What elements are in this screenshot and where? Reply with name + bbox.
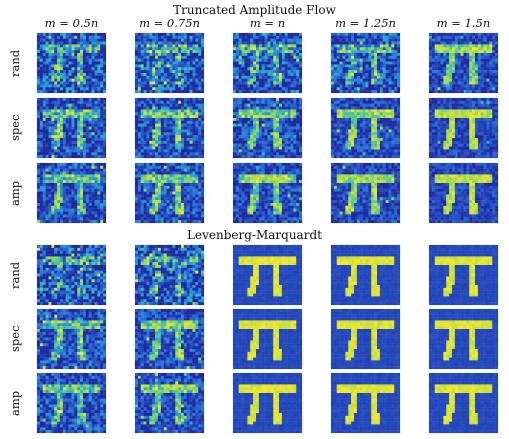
column-label: m = 0.5n: [44, 16, 99, 30]
reconstruction-heatmap: [135, 33, 204, 93]
reconstruction-image: [36, 372, 107, 434]
row-label: amp: [8, 390, 22, 416]
reconstruction-heatmap: [135, 245, 204, 305]
row-label: rand: [8, 261, 22, 289]
reconstruction-image: [330, 97, 401, 159]
reconstruction-heatmap: [429, 245, 498, 305]
reconstruction-heatmap: [429, 33, 498, 93]
reconstruction-heatmap: [37, 373, 106, 433]
column-label: m = 0.75n: [139, 16, 200, 30]
reconstruction-image: [36, 162, 107, 224]
column-label: m = n: [249, 16, 286, 30]
reconstruction-image: [134, 308, 205, 370]
row-label: spec: [8, 325, 22, 353]
reconstruction-heatmap: [37, 309, 106, 369]
reconstruction-heatmap: [233, 163, 302, 223]
reconstruction-image: [36, 97, 107, 159]
reconstruction-image: [330, 32, 401, 94]
reconstruction-image: [232, 32, 303, 94]
reconstruction-image: [232, 372, 303, 434]
reconstruction-heatmap: [331, 163, 400, 223]
reconstruction-heatmap: [233, 309, 302, 369]
reconstruction-image: [330, 372, 401, 434]
reconstruction-heatmap: [135, 98, 204, 158]
reconstruction-heatmap: [429, 98, 498, 158]
section-title: Levenberg-Marquardt: [187, 228, 322, 242]
reconstruction-image: [232, 244, 303, 306]
reconstruction-image: [134, 32, 205, 94]
reconstruction-image: [232, 97, 303, 159]
reconstruction-image: [134, 244, 205, 306]
row-label: amp: [8, 180, 22, 206]
reconstruction-image: [428, 97, 499, 159]
reconstruction-heatmap: [233, 98, 302, 158]
reconstruction-heatmap: [233, 33, 302, 93]
reconstruction-heatmap: [135, 163, 204, 223]
reconstruction-image: [428, 162, 499, 224]
reconstruction-image: [134, 372, 205, 434]
reconstruction-heatmap: [233, 245, 302, 305]
reconstruction-heatmap: [37, 98, 106, 158]
column-label: m = 1.25n: [335, 16, 396, 30]
reconstruction-heatmap: [331, 373, 400, 433]
reconstruction-heatmap: [135, 373, 204, 433]
reconstruction-heatmap: [331, 98, 400, 158]
reconstruction-image: [36, 32, 107, 94]
reconstruction-image: [330, 244, 401, 306]
row-label: rand: [8, 49, 22, 77]
reconstruction-image: [428, 308, 499, 370]
reconstruction-image: [330, 162, 401, 224]
reconstruction-image: [232, 308, 303, 370]
reconstruction-heatmap: [429, 309, 498, 369]
reconstruction-heatmap: [37, 245, 106, 305]
reconstruction-image: [428, 244, 499, 306]
reconstruction-image: [134, 97, 205, 159]
reconstruction-image: [36, 308, 107, 370]
reconstruction-heatmap: [37, 163, 106, 223]
reconstruction-image: [428, 32, 499, 94]
reconstruction-image: [36, 244, 107, 306]
reconstruction-heatmap: [331, 309, 400, 369]
row-label: spec: [8, 114, 22, 142]
reconstruction-image: [330, 308, 401, 370]
column-label: m = 1.5n: [436, 16, 491, 30]
reconstruction-image: [232, 162, 303, 224]
reconstruction-heatmap: [331, 245, 400, 305]
reconstruction-heatmap: [331, 33, 400, 93]
reconstruction-image: [428, 372, 499, 434]
section-title: Truncated Amplitude Flow: [173, 3, 336, 17]
reconstruction-heatmap: [135, 309, 204, 369]
reconstruction-heatmap: [37, 33, 106, 93]
reconstruction-heatmap: [429, 373, 498, 433]
reconstruction-heatmap: [233, 373, 302, 433]
reconstruction-heatmap: [429, 163, 498, 223]
reconstruction-image: [134, 162, 205, 224]
